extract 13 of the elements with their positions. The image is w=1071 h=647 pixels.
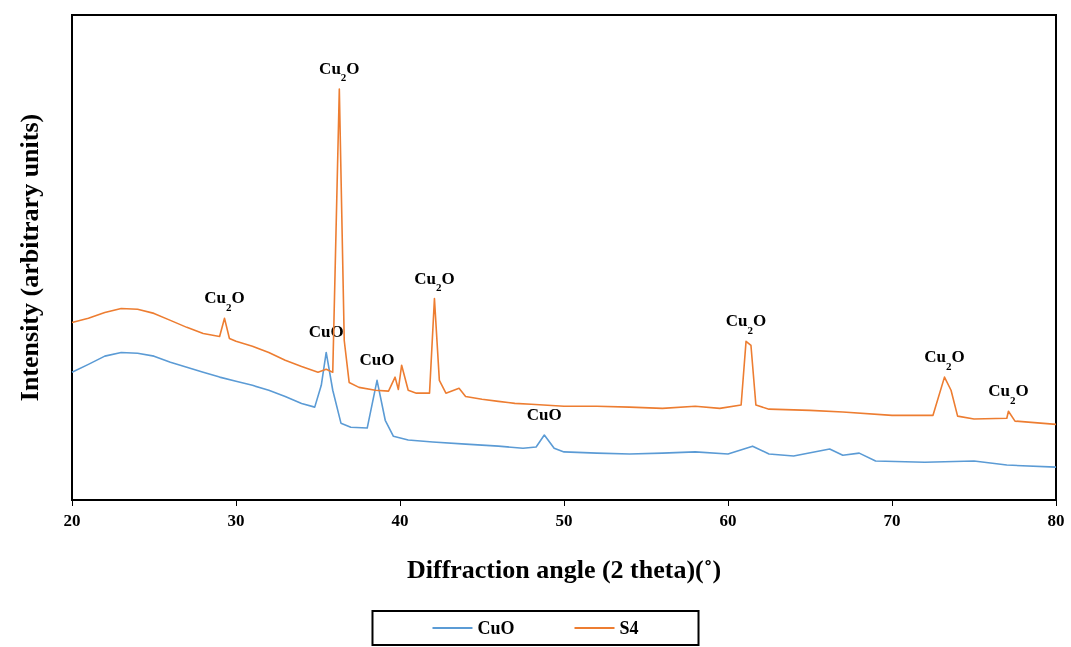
x-tick-label: 80: [1047, 511, 1065, 530]
x-tick-label: 60: [719, 511, 737, 530]
annotation: CuO: [526, 405, 562, 425]
legend-label: S4: [619, 618, 639, 638]
x-tick-label: 50: [555, 511, 573, 530]
x-tick-label: 20: [63, 511, 81, 530]
legend-label: CuO: [477, 618, 515, 638]
x-tick-label: 70: [883, 511, 901, 530]
annotation: CuO: [359, 350, 395, 370]
x-tick-label: 30: [227, 511, 245, 530]
x-axis-title: Diffraction angle (2 theta)(˚): [406, 554, 722, 584]
x-tick-label: 40: [391, 511, 409, 530]
y-axis-title: Intensity (arbitrary units): [14, 113, 44, 402]
